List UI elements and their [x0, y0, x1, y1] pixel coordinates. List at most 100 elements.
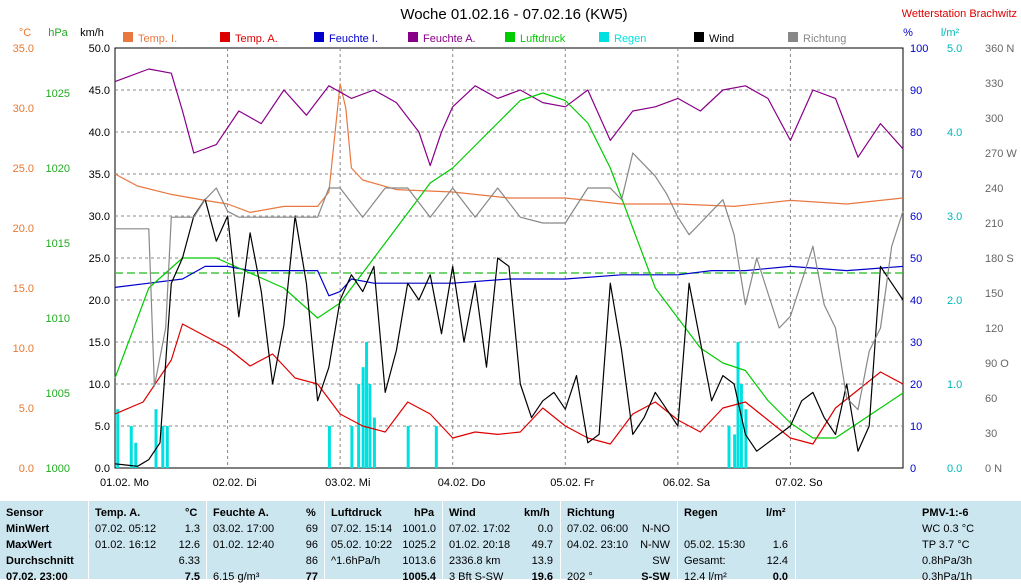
station-name: Wetterstation Brachwitz: [902, 8, 1017, 20]
table-header-row: Sensor Temp. A. °C Feuchte A. % Luftdruc…: [0, 507, 1021, 523]
cell-temp-value: 1.3: [184, 523, 200, 535]
table-row: MaxWert 01.02. 16:12 12.6 01.02. 12:40 9…: [0, 539, 1021, 555]
cell-hum-value: 77: [305, 571, 318, 583]
cell-hum-time: 6.15 g/m³: [213, 571, 260, 583]
header-rain-unit: l/m²: [766, 507, 786, 519]
header-press: Luftdruck: [331, 507, 382, 519]
chart-title: Woche 01.02.16 - 07.02.16 (KW5): [400, 6, 627, 23]
cell-press-time: ^1.6hPa/h: [331, 555, 381, 567]
pressure-tick-label: 1025: [46, 88, 70, 100]
legend-label: Regen: [614, 33, 646, 45]
direction-tick-label: 360 N: [985, 43, 1014, 55]
cell-dir-time: 04.02. 23:10: [567, 539, 629, 551]
rain-bar: [434, 426, 438, 468]
rain-bar: [727, 426, 731, 468]
humidity-tick-label: 40: [910, 295, 922, 307]
cell-dir-value: S-SW: [641, 571, 670, 583]
cell-dir-value: N-NO: [641, 523, 670, 535]
pressure-tick-label: 1005: [46, 388, 70, 400]
cell-dir-value: SW: [652, 555, 670, 567]
cell-hum-value: 86: [305, 555, 318, 567]
legend-swatch: [220, 32, 230, 42]
header-dir: Richtung: [567, 507, 615, 519]
rain-tick-label: 1.0: [947, 379, 962, 391]
pressure-tick-label: 1020: [46, 163, 70, 175]
cell-hum-time: 01.02. 12:40: [213, 539, 275, 551]
cell-hum-value: 96: [305, 539, 318, 551]
cell-hum-time: 03.02. 17:00: [213, 523, 275, 535]
direction-tick-label: 210: [985, 218, 1003, 230]
cell-pmv: TP 3.7 °C: [922, 539, 970, 551]
cell-press-value: 1005.4: [402, 571, 436, 583]
direction-tick-label: 330: [985, 78, 1003, 90]
temp-unit-label: °C: [19, 27, 31, 39]
cell-wind-value: 49.7: [531, 539, 553, 551]
wind-tick-label: 10.0: [89, 379, 110, 391]
wind-tick-label: 20.0: [89, 295, 110, 307]
table-row: Durchschnitt 6.33 86 ^1.6hPa/h 1013.6 23…: [0, 555, 1021, 571]
weather-chart: Woche 01.02.16 - 07.02.16 (KW5) Wetterst…: [12, 6, 1018, 489]
cell-temp-value: 6.33: [178, 555, 200, 567]
row-label: 07.02. 23:00: [6, 571, 68, 583]
header-sensor: Sensor: [6, 507, 44, 519]
series-line-luftdruck: [114, 92, 904, 439]
series-line-temp-i-: [114, 83, 904, 213]
wind-tick-label: 15.0: [89, 337, 110, 349]
series-line-feuchte-a-: [114, 68, 904, 167]
header-rain: Regen: [684, 507, 718, 519]
cell-press-value: 1013.6: [402, 555, 436, 567]
temp-tick-label: 35.0: [13, 43, 34, 55]
rain-bar: [161, 426, 165, 468]
header-wind-unit: km/h: [524, 507, 550, 519]
rain-bar: [129, 426, 133, 468]
axis-labels: 35.030.025.020.015.010.05.00.01025102010…: [13, 27, 1018, 475]
cell-press-value: 1001.0: [402, 523, 436, 535]
rain-tick-label: 2.0: [947, 295, 962, 307]
cell-press-time: 07.02. 15:14: [331, 523, 393, 535]
header-pmv: PMV-1:-6: [922, 507, 969, 519]
header-wind: Wind: [449, 507, 476, 519]
wind-tick-label: 0.0: [95, 463, 110, 475]
rain-tick-label: 4.0: [947, 127, 962, 139]
cell-wind-value: 19.6: [531, 571, 553, 583]
cell-temp-value: 7.5: [184, 571, 200, 583]
humidity-tick-label: 80: [910, 127, 922, 139]
rain-bar: [350, 426, 354, 468]
row-label: MinWert: [6, 523, 50, 535]
rain-bar: [744, 409, 748, 468]
cell-rain-time: 12.4 l/m²: [684, 571, 727, 583]
cell-temp-value: 12.6: [178, 539, 200, 551]
row-label: Durchschnitt: [6, 555, 74, 567]
rain-bar: [361, 367, 365, 468]
rain-bar: [116, 409, 120, 468]
cell-press-time: 05.02. 10:22: [331, 539, 393, 551]
header-press-unit: hPa: [414, 507, 435, 519]
cell-wind-value: 13.9: [531, 555, 553, 567]
temp-tick-label: 5.0: [19, 403, 34, 415]
humidity-tick-label: 60: [910, 211, 922, 223]
rain-tick-label: 5.0: [947, 43, 962, 55]
pressure-unit-label: hPa: [48, 27, 68, 39]
humidity-tick-label: 20: [910, 379, 922, 391]
direction-tick-label: 90 O: [985, 358, 1009, 370]
series-line-richtung: [115, 152, 904, 411]
humidity-tick-label: 10: [910, 421, 922, 433]
humidity-tick-label: 50: [910, 253, 922, 265]
rain-bar: [327, 426, 331, 468]
legend-label: Feuchte I.: [329, 33, 378, 45]
cell-wind-time: 3 Bft S-SW: [449, 571, 504, 583]
cell-wind-value: 0.0: [537, 523, 553, 535]
series-line-temp-a-: [114, 323, 904, 445]
series-line-wind: [114, 198, 904, 467]
temp-tick-label: 30.0: [13, 103, 34, 115]
cell-rain-time: Gesamt:: [684, 555, 726, 567]
temp-tick-label: 10.0: [13, 343, 34, 355]
legend-swatch: [788, 32, 798, 42]
cell-temp-time: 07.02. 05:12: [95, 523, 157, 535]
x-tick-label: 03.02. Mi: [325, 477, 370, 489]
x-tick-label: 06.02. Sa: [663, 477, 711, 489]
legend-swatch: [505, 32, 515, 42]
direction-tick-label: 270 W: [985, 148, 1017, 160]
header-hum-unit: %: [306, 507, 316, 519]
cell-pmv: 0.3hPa/1h: [922, 571, 973, 583]
